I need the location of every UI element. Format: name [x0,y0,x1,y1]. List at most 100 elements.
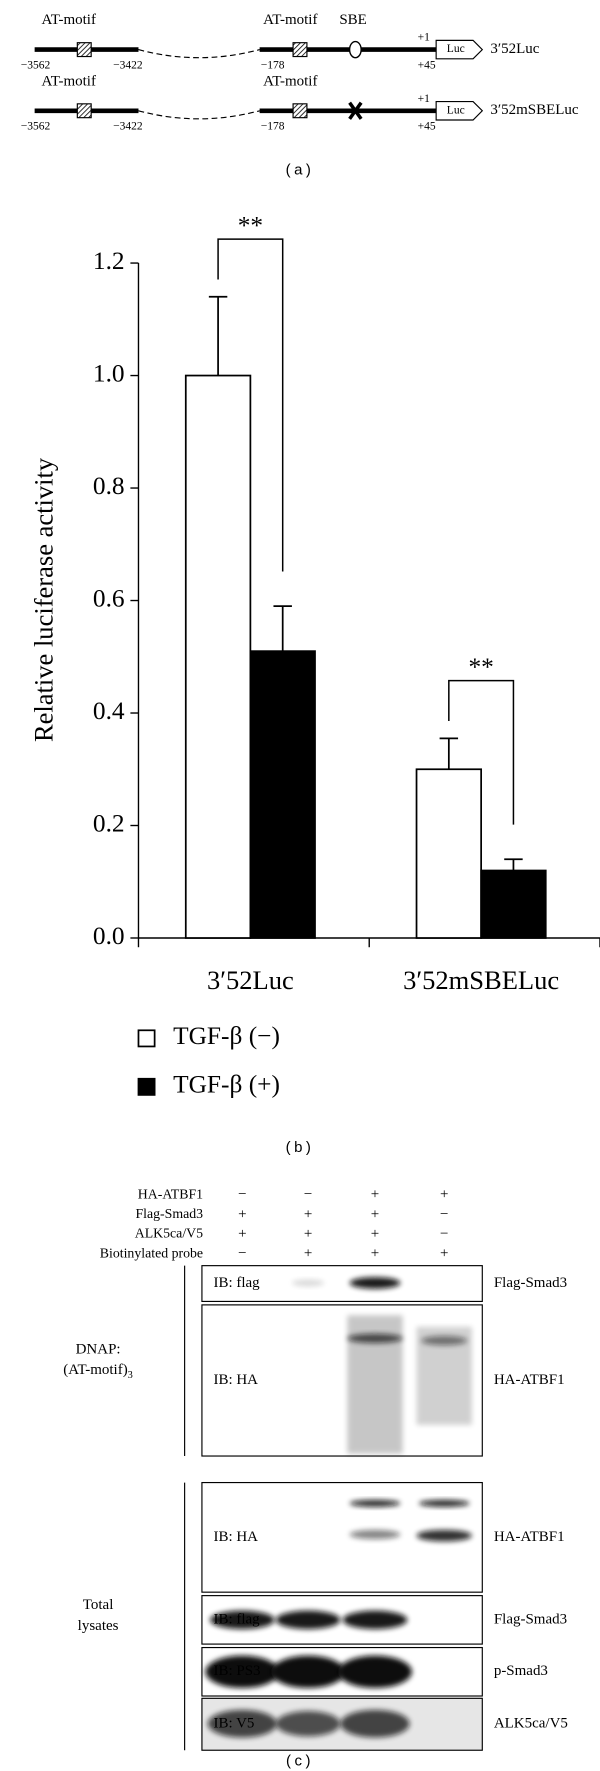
band [421,1336,468,1346]
error-bar [208,295,228,376]
lane-sign: + [371,1226,379,1242]
legend-swatch [137,1077,156,1096]
sbe-site [348,40,362,59]
group-label-text: Total [83,1597,114,1613]
motif-label: AT-motif [42,73,96,89]
band [416,1529,472,1542]
lane-sign: + [371,1246,379,1262]
target-label: ALK5ca/V5 [494,1716,568,1732]
caption: (a) [286,162,315,179]
group-label-text: (AT-motif) [63,1363,127,1379]
group-label: lysates [78,1618,119,1634]
band [342,1610,408,1630]
condition-label: ALK5ca/V5 [135,1226,203,1241]
lane-sign: + [304,1206,312,1222]
y-tick-label: 0.6 [93,584,125,612]
bar [184,374,252,939]
at-motif-box [292,103,308,119]
legend-label: TGF-β (−) [173,1022,280,1050]
condition-label: Flag-Smad3 [135,1206,203,1221]
lane-sign: + [440,1187,448,1203]
luc-box [435,100,484,121]
error-bar [273,605,292,652]
target-label: HA-ATBF1 [494,1372,565,1388]
legend-label: TGF-β (+) [173,1071,280,1099]
position: −3422 [113,121,143,133]
reporter: Luc [447,104,465,116]
lane-sign: − [440,1206,448,1222]
gap [138,49,260,59]
mutated-sbe [348,101,363,120]
position: +1 [418,93,430,105]
gap [138,110,260,120]
significance: ** [238,211,263,239]
position: −178 [261,59,285,71]
band [207,1709,277,1738]
y-tick-label: 0.8 [93,472,125,500]
bar [415,768,483,939]
motif-label: AT-motif [263,12,317,28]
target-label: Flag-Smad3 [494,1611,567,1627]
position: −178 [261,121,285,133]
subscript: 3 [128,1370,133,1381]
y-tick-label: 0.4 [93,697,125,725]
at-motif-box [292,42,308,58]
group-label: DNAP: [76,1342,121,1358]
significance-bracket [217,238,284,572]
band [210,1610,275,1630]
position: −3562 [21,59,51,71]
lane-sign: + [238,1226,246,1242]
motif-label: AT-motif [263,73,317,89]
x-tick-label: 3′52mSBELuc [403,965,559,995]
target-label: HA-ATBF1 [494,1529,565,1545]
at-motif-box [76,103,92,119]
band [291,1279,325,1287]
band [275,1610,341,1630]
condition-label: HA-ATBF1 [138,1186,203,1201]
y-tick-label: 0.0 [93,922,125,950]
luc-box [435,39,484,60]
band [347,1333,403,1343]
target-label: p-Smad3 [494,1663,548,1679]
construct-name: 3′52Luc [490,41,539,57]
antibody-label: IB: flag [213,1611,260,1627]
position: +1 [418,32,430,44]
antibody-label: IB: HA [213,1372,258,1388]
band [349,1529,401,1540]
band [271,1655,345,1688]
lane-sign: − [238,1246,246,1262]
band [349,1277,401,1289]
position: +45 [418,121,436,133]
lane-sign: − [304,1187,312,1203]
bar [249,650,316,939]
motif-label: AT-motif [42,12,96,28]
y-tick-label: 0.2 [93,809,125,837]
lane-sign: + [371,1187,379,1203]
target-label: Flag-Smad3 [494,1275,567,1291]
sbe-label: SBE [339,12,366,28]
lane-sign: + [371,1206,379,1222]
lane-sign: + [440,1246,448,1262]
lane-sign: + [238,1206,246,1222]
antibody-label: IB: HA [213,1529,258,1545]
y-tick-label: 1.2 [93,247,125,275]
y-axis-label: Relative luciferase activity [28,457,58,742]
group-label-text: DNAP: [76,1342,121,1358]
error-bar [439,737,459,770]
band [205,1655,280,1688]
lane-sign: − [238,1187,246,1203]
significance: ** [468,653,493,681]
error-bar [504,858,523,871]
caption: (b) [286,1139,315,1156]
y-tick-label: 1.0 [93,359,125,387]
lane-sign: + [304,1246,312,1262]
position: −3562 [21,121,51,133]
condition-label: Biotinylated probe [100,1245,203,1260]
significance-bracket [448,679,515,825]
at-motif-box [76,42,92,58]
band [275,1711,341,1737]
lane-sign: − [440,1226,448,1242]
legend-swatch [137,1029,156,1048]
lane-sign: + [304,1226,312,1242]
